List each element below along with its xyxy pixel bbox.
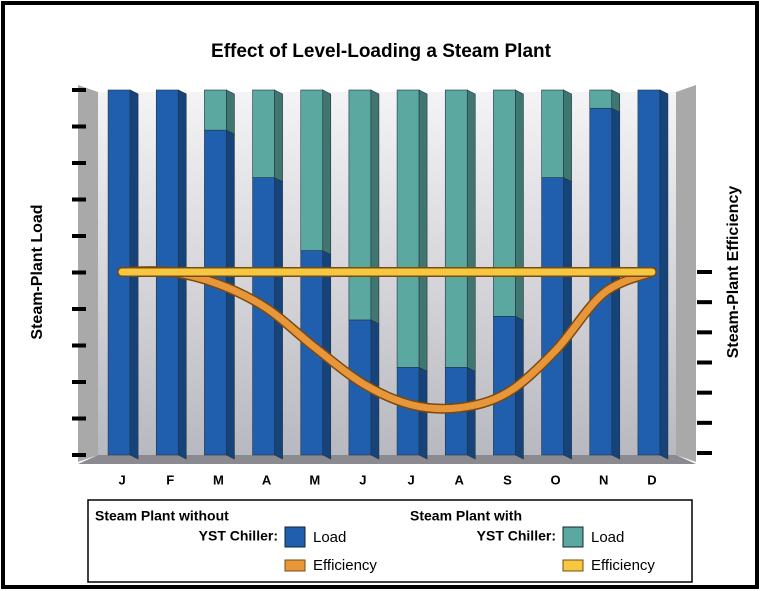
bar-segment	[178, 89, 187, 95]
x-tick-label: M	[213, 472, 224, 487]
x-tick-label: F	[166, 472, 174, 487]
bar-face	[611, 89, 621, 113]
right-wall	[676, 85, 696, 462]
bar-segment	[396, 366, 428, 460]
bar-segment	[204, 129, 235, 460]
bar-segment	[348, 89, 380, 325]
bar-face	[466, 89, 476, 372]
x-tick-label: N	[599, 472, 608, 487]
x-tick-label: A	[262, 472, 272, 487]
bar-segment	[204, 89, 235, 135]
legend-group-title: Steam Plant without	[95, 508, 229, 524]
left-wall	[78, 85, 98, 462]
bar-face	[659, 89, 669, 95]
bar-face	[515, 89, 524, 321]
bar-face	[541, 89, 564, 178]
bar-face	[418, 366, 428, 460]
chart-title: Effect of Level-Loading a Steam Plant	[211, 41, 552, 62]
x-tick-label: O	[551, 472, 561, 487]
x-tick-label: S	[503, 472, 512, 487]
bar-face	[493, 89, 516, 317]
bar-segment	[589, 89, 621, 113]
bar-face	[396, 89, 420, 368]
legend-swatch	[284, 526, 306, 548]
x-tick-label: J	[118, 472, 125, 487]
legend-label: Efficiency	[591, 557, 655, 574]
x-tick-label: J	[407, 472, 414, 487]
legend-label: Load	[313, 529, 346, 546]
bar-face	[444, 89, 468, 368]
bar-face	[396, 367, 420, 456]
legend-group-title: YST Chiller:	[199, 528, 278, 544]
bar-segment	[129, 89, 139, 95]
bar-segment	[252, 89, 283, 183]
bar-face	[204, 89, 227, 131]
x-tick-label: A	[455, 472, 465, 487]
bar-face	[659, 89, 669, 460]
bar-face	[589, 107, 613, 456]
bar-face	[348, 89, 372, 321]
legend-box	[87, 499, 693, 583]
bar-face	[226, 89, 235, 135]
efficiency-line	[118, 267, 656, 413]
x-tick-label: J	[359, 472, 366, 487]
y-axis-label: Steam-Plant Load	[29, 204, 46, 339]
x-tick-label: D	[647, 472, 656, 487]
bar-face	[300, 89, 324, 251]
bar-face	[418, 89, 428, 372]
bar-face	[274, 89, 283, 183]
bar-segment	[541, 177, 572, 460]
bar-face	[466, 366, 476, 460]
bar-face	[322, 89, 332, 256]
bar-segment	[493, 89, 524, 321]
legend-swatch	[562, 526, 584, 548]
legend-group-title: Steam Plant with	[410, 508, 522, 524]
bar-face	[563, 177, 572, 460]
bar-face	[541, 177, 564, 456]
bar-face	[563, 89, 572, 183]
bar-segment	[444, 89, 476, 372]
bar-segment	[541, 89, 572, 183]
legend-group-title: YST Chiller:	[477, 528, 556, 544]
bar-segment	[659, 89, 669, 95]
bar-face	[129, 89, 139, 95]
x-tick-label: M	[309, 472, 320, 487]
legend-swatch	[284, 559, 306, 572]
bar-face	[178, 89, 187, 95]
bar-face	[589, 89, 613, 109]
legend-label: Efficiency	[313, 557, 377, 574]
bar-segment	[396, 89, 428, 372]
bar-face	[252, 89, 275, 178]
bar-segment	[300, 89, 332, 256]
legend-label: Load	[591, 529, 624, 546]
floor	[78, 455, 696, 464]
y2-axis-label: Steam-Plant Efficiency	[725, 186, 742, 359]
bar-face	[204, 129, 227, 456]
legend-swatch	[562, 559, 584, 572]
bar-face	[370, 89, 380, 325]
